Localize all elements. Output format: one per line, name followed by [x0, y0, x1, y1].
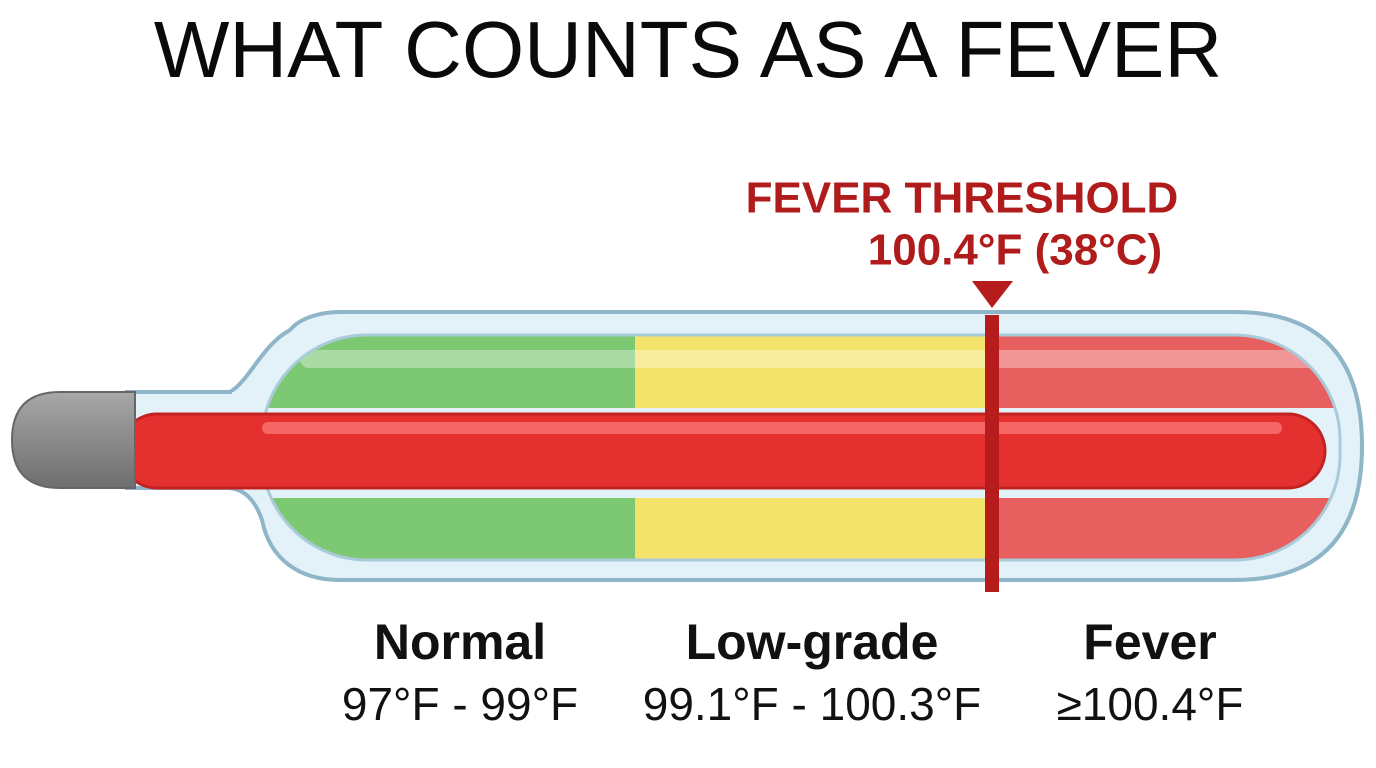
zone-name: Low-grade: [686, 614, 939, 670]
threshold-line: [985, 315, 999, 592]
zone-range: ≥100.4°F: [1057, 678, 1244, 730]
zone-name: Normal: [374, 614, 546, 670]
cap: [10, 391, 136, 489]
zone-name: Fever: [1083, 614, 1216, 670]
threshold-arrow: [972, 281, 1013, 308]
title: WHAT COUNTS AS A FEVER: [154, 5, 1222, 94]
threshold-label: FEVER THRESHOLD: [746, 174, 1179, 223]
highlight: [300, 350, 1330, 368]
zone-range: 99.1°F - 100.3°F: [643, 678, 982, 730]
zone-range: 97°F - 99°F: [342, 678, 578, 730]
mercury-highlight: [262, 422, 1282, 434]
threshold-value: 100.4°F (38°C): [868, 226, 1162, 275]
